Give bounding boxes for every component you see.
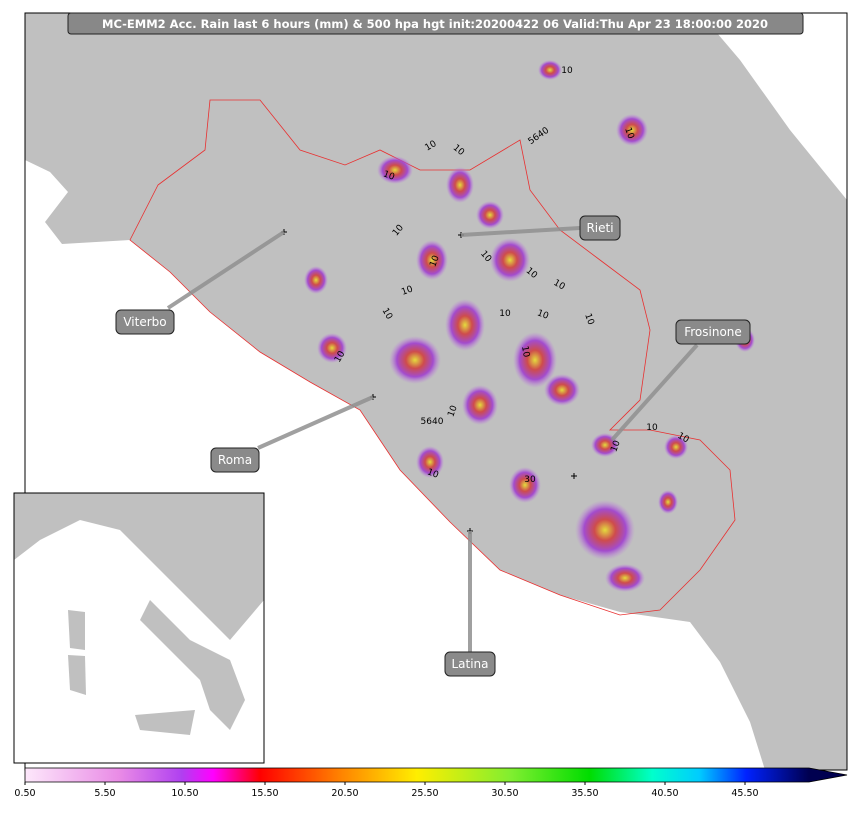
colorbar: 0.50 5.50 10.50 15.50 20.50 25.50 30.50 35.50 40… [14, 767, 848, 799]
contour-label: 10 [400, 284, 414, 297]
colorbar-tick-label: 30.50 [491, 788, 518, 799]
colorbar-tick-label: 40.50 [651, 788, 678, 799]
contour-label: 10 [536, 308, 550, 321]
colorbar-fill [25, 768, 809, 782]
city-label: Frosinone [684, 325, 742, 339]
colorbar-tick-label: 10.50 [171, 788, 198, 799]
title-box [67, 12, 804, 35]
city-label: Viterbo [123, 315, 166, 329]
city-label: Latina [451, 657, 488, 671]
city-labels: Viterbo Rieti Roma Frosinone Latina [115, 215, 751, 677]
contour-label: 10 [446, 404, 459, 418]
colorbar-outline [24, 767, 848, 783]
contour-label: 10 [426, 467, 440, 480]
city-label: Rieti [586, 221, 613, 235]
contour-label: 10 [646, 423, 658, 433]
contour-label: 10 [499, 309, 511, 319]
colorbar-tick-label: 0.50 [14, 788, 35, 799]
contour-label: 5640 [421, 417, 444, 427]
colorbar-tick-label: 15.50 [251, 788, 278, 799]
colorbar-tick-label: 25.50 [411, 788, 438, 799]
contour-label: 30 [524, 475, 536, 485]
contour-label: 10 [622, 126, 635, 140]
rain-field [304, 60, 755, 592]
sea-east [700, 13, 847, 200]
colorbar-tick-label: 45.50 [731, 788, 758, 799]
contour-label: 10 [382, 169, 396, 182]
contour-label: 10 [609, 439, 622, 453]
inset-map [13, 492, 265, 764]
colorbar-extend [809, 768, 847, 782]
contour-label: 10 [582, 312, 595, 326]
region-lazio [129, 99, 736, 616]
city-label: Roma [218, 453, 252, 467]
contour-label: 10 [561, 66, 573, 76]
title: MC-EMM2 Acc. Rain last 6 hours (mm) & 50… [102, 17, 768, 31]
callout-lines [166, 226, 699, 652]
contour-label: 10 [519, 345, 531, 358]
colorbar-tick-label: 5.50 [94, 788, 115, 799]
contour-label: 10 [428, 254, 441, 268]
colorbar-tick-label: 35.50 [571, 788, 598, 799]
colorbar-tick-label: 20.50 [331, 788, 358, 799]
